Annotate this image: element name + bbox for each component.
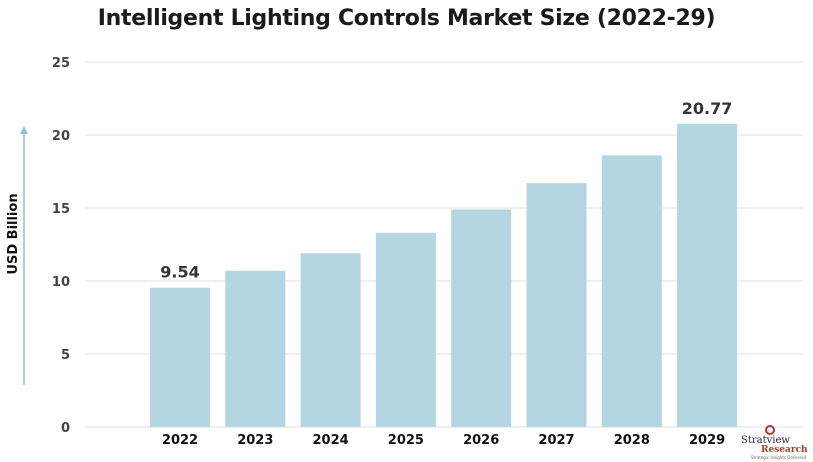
y-tick-label: 0 — [61, 421, 70, 436]
y-axis-title: USD Billion — [6, 193, 21, 274]
bar-2025 — [375, 232, 436, 427]
y-axis-title-group: USD Billion — [6, 126, 28, 385]
bar-2023 — [225, 270, 286, 427]
logo-line2: Research — [761, 445, 808, 455]
y-tick-label: 5 — [61, 348, 70, 363]
data-label-2022: 9.54 — [160, 263, 199, 282]
x-tick-label: 2029 — [689, 433, 725, 448]
bar-2026 — [451, 209, 512, 427]
x-tick-label: 2025 — [388, 433, 424, 448]
x-axis-categories: 2022 2023 2024 2025 2026 2027 2028 2029 — [162, 433, 725, 448]
x-tick-label: 2028 — [614, 433, 650, 448]
x-tick-label: 2027 — [538, 433, 574, 448]
bar-2029 — [677, 123, 738, 428]
x-tick-label: 2026 — [463, 433, 499, 448]
x-tick-label: 2023 — [237, 433, 273, 448]
y-tick-label: 15 — [52, 202, 70, 217]
bar-2024 — [300, 253, 361, 427]
bar-2022 — [150, 287, 210, 427]
x-tick-label: 2024 — [313, 433, 349, 448]
bar-2027 — [526, 183, 587, 427]
logo-line1: Stratview — [741, 435, 790, 446]
stratview-logo: Stratview Research Strategic Insights De… — [735, 425, 808, 461]
y-tick-label: 20 — [52, 129, 70, 144]
logo-mark-icon — [765, 425, 775, 435]
logo-tagline: Strategic Insights Delivered — [751, 455, 807, 460]
y-tick-label: 25 — [52, 56, 70, 71]
y-tick-label: 10 — [52, 275, 70, 290]
data-label-2029: 20.77 — [682, 99, 733, 118]
y-axis-arrow-head-icon — [20, 126, 28, 134]
data-labels: 9.54 20.77 — [160, 99, 732, 282]
y-axis-ticks: 0 5 10 15 20 25 — [52, 56, 70, 436]
x-tick-label: 2022 — [162, 433, 198, 448]
bar-2028 — [601, 155, 662, 427]
bars — [150, 123, 738, 428]
chart-title: Intelligent Lighting Controls Market Siz… — [97, 6, 716, 31]
